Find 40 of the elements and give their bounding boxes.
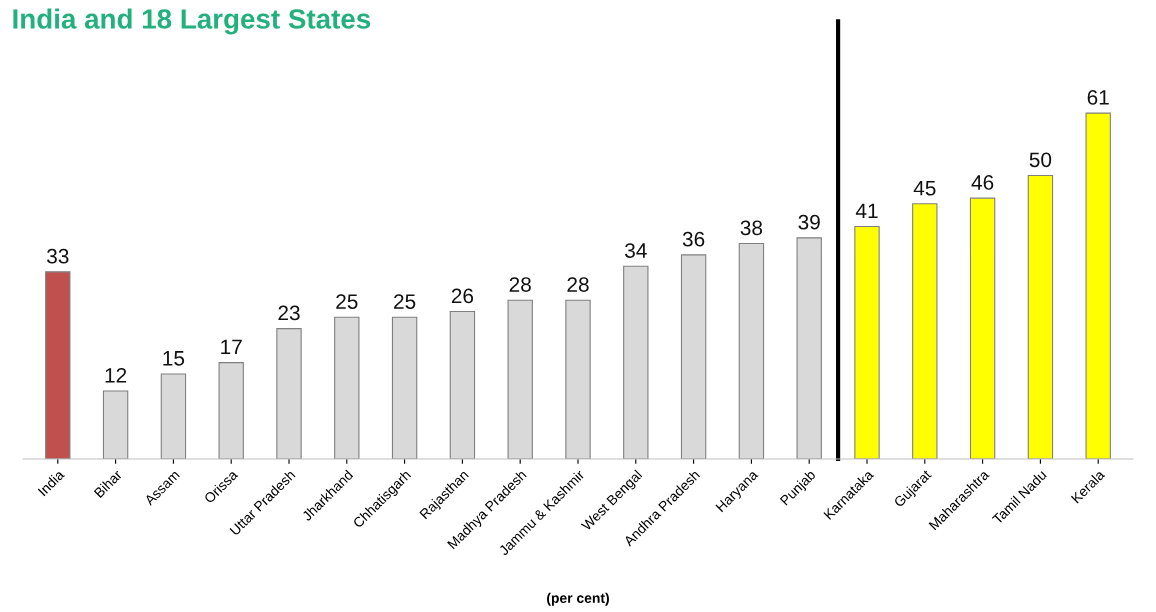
bar <box>796 237 822 459</box>
data-label: 46 <box>971 175 994 190</box>
bar <box>969 197 996 459</box>
bar <box>160 373 187 459</box>
bar <box>218 362 244 459</box>
data-label: 25 <box>394 294 416 309</box>
bar <box>334 316 360 459</box>
data-label: 45 <box>913 181 936 196</box>
bar <box>680 254 707 459</box>
data-label: 28 <box>567 277 589 292</box>
data-label: 28 <box>509 277 531 292</box>
data-label: 33 <box>47 248 69 264</box>
data-label: 26 <box>451 288 474 304</box>
data-label: 39 <box>798 214 820 230</box>
bar <box>449 311 476 459</box>
bar <box>391 316 418 459</box>
bar <box>738 242 765 459</box>
bar <box>1027 174 1054 459</box>
bar <box>1085 112 1111 459</box>
data-label: 34 <box>625 243 647 258</box>
bar <box>276 328 302 459</box>
bar <box>102 390 129 459</box>
text: (per cent) <box>547 592 609 606</box>
data-label: 41 <box>855 203 878 219</box>
data-label: 61 <box>1087 90 1109 105</box>
data-label: 17 <box>221 339 242 355</box>
data-label: 50 <box>1029 152 1052 168</box>
data-label: 15 <box>163 351 185 366</box>
bar <box>623 265 649 459</box>
bar <box>565 299 591 459</box>
bar <box>854 225 880 459</box>
data-label: 25 <box>336 294 358 309</box>
data-label: 36 <box>682 231 705 247</box>
bar <box>912 203 938 459</box>
bar <box>507 299 533 459</box>
bar <box>45 271 71 459</box>
chart-title: India and 18 Largest States <box>13 8 371 35</box>
data-label: 38 <box>740 220 763 236</box>
data-label: 12 <box>105 367 127 383</box>
data-label: 23 <box>278 305 300 321</box>
